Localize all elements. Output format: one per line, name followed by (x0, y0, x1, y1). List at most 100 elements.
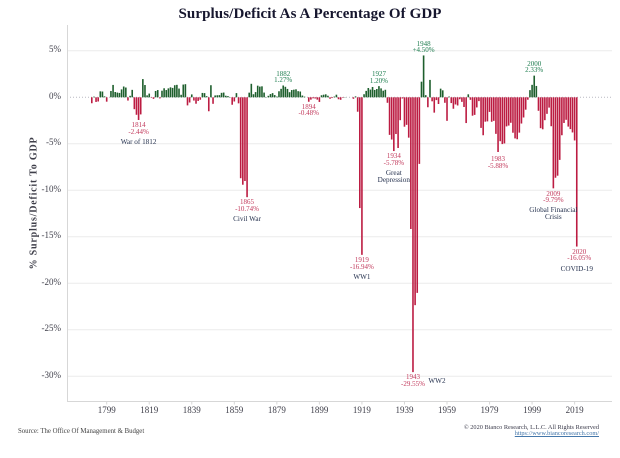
bar-1961 (450, 97, 453, 104)
bar-1829 (169, 87, 172, 98)
bar-1935 (395, 97, 397, 135)
annotation-value: 1.27% (274, 76, 293, 85)
bar-1991 (514, 97, 516, 139)
bar-1863 (242, 97, 244, 185)
annotation-year: 1943 (405, 373, 420, 382)
bar-1793 (93, 96, 95, 98)
bar-1941 (407, 97, 410, 138)
bar-1948 (422, 55, 425, 98)
bar-1825 (161, 90, 163, 98)
bar-1870 (256, 85, 259, 98)
bar-1915 (352, 97, 355, 99)
bar-1792 (91, 97, 93, 104)
annotation-year: 1814 (131, 121, 146, 130)
annotation-event: Great Depression (378, 170, 410, 184)
bar-1992 (516, 97, 518, 140)
bar-1986 (503, 97, 506, 144)
bar-1845 (203, 93, 206, 98)
bar-1931 (386, 97, 389, 103)
bar-1963 (454, 97, 457, 105)
bar-1894 (307, 97, 310, 102)
annotation-2020: 2020 -16.05% (567, 248, 592, 263)
bar-1905 (331, 97, 333, 99)
bar-1975 (480, 97, 482, 128)
bar-1868 (252, 94, 255, 98)
bar-2016 (567, 97, 570, 127)
bar-2009 (552, 97, 555, 189)
bar-1990 (512, 97, 514, 133)
bar-1929 (382, 90, 384, 98)
bar-1881 (280, 88, 282, 98)
bar-1836 (184, 84, 187, 98)
bar-1977 (484, 97, 487, 122)
bar-1998 (529, 90, 531, 98)
bar-1966 (461, 97, 463, 102)
bar-1940 (405, 97, 408, 125)
bar-1864 (244, 97, 246, 181)
annotation-value: 1.20% (369, 76, 388, 85)
annotation-1927: 1927 1.20% (369, 71, 388, 85)
bar-1938 (401, 97, 404, 99)
bar-1817 (144, 85, 146, 98)
annotation-value: -2.44% (128, 127, 149, 136)
annotation-2009: 2009 -9.79% (543, 190, 563, 204)
bar-1819 (148, 93, 151, 98)
annotation-value: -10.74% (235, 204, 260, 213)
bar-1847 (207, 97, 210, 112)
bar-1967 (463, 97, 465, 107)
bar-1901 (322, 94, 325, 98)
annotation-event: Global Financial Crisis (529, 207, 577, 221)
y-tick-label: -25% (41, 323, 62, 334)
bar-1891 (301, 95, 304, 98)
annotation-1983: 1983 -5.88% (488, 156, 508, 170)
annotation-value: -29.55% (401, 379, 425, 388)
bar-1869 (254, 92, 257, 98)
annotation-event: COVID-19 (561, 265, 593, 273)
bar-1804 (116, 92, 119, 98)
website-link[interactable]: https://www.biancoresearch.com/ (514, 430, 599, 437)
bar-1997 (527, 97, 529, 100)
bar-1818 (146, 95, 148, 98)
bar-1873 (263, 92, 265, 98)
bar-1854 (222, 92, 225, 98)
bar-1936 (397, 97, 399, 148)
bar-1932 (388, 97, 391, 135)
bar-1981 (493, 97, 495, 121)
annotation-value: -16.05% (567, 254, 592, 263)
bar-1904 (329, 97, 331, 99)
bar-1856 (227, 96, 229, 98)
x-tick-label: 1999 (523, 404, 542, 415)
bar-1900 (320, 95, 323, 98)
bar-1982 (495, 97, 497, 134)
bar-1834 (180, 94, 182, 98)
bar-2000 (533, 75, 536, 98)
annotation-1934: 1934 -5.78% (384, 153, 404, 167)
bar-1844 (201, 92, 204, 98)
bar-1887 (293, 89, 295, 98)
y-tick-label: 5% (49, 44, 61, 55)
bar-1954 (435, 97, 438, 101)
bar-1976 (482, 97, 484, 136)
annotation-year: 2000 (527, 59, 542, 68)
bar-1971 (471, 97, 474, 116)
bar-1888 (295, 89, 297, 98)
bar-1871 (259, 86, 261, 98)
bar-2012 (558, 97, 561, 160)
bar-1885 (288, 92, 291, 98)
bar-1830 (171, 87, 174, 98)
bar-1843 (199, 97, 202, 100)
bar-1807 (122, 86, 125, 98)
bar-1978 (486, 97, 489, 122)
bar-1960 (448, 96, 450, 98)
bar-1812 (133, 97, 136, 110)
bar-1858 (231, 97, 233, 105)
bar-1835 (182, 84, 185, 98)
annotation-value: +4.50% (412, 46, 435, 55)
bar-1965 (458, 97, 461, 100)
bar-1909 (339, 97, 342, 100)
bar-2008 (550, 97, 553, 127)
bar-1827 (165, 90, 168, 98)
bar-1824 (159, 97, 161, 99)
annotation-event: WW1 (353, 273, 370, 281)
